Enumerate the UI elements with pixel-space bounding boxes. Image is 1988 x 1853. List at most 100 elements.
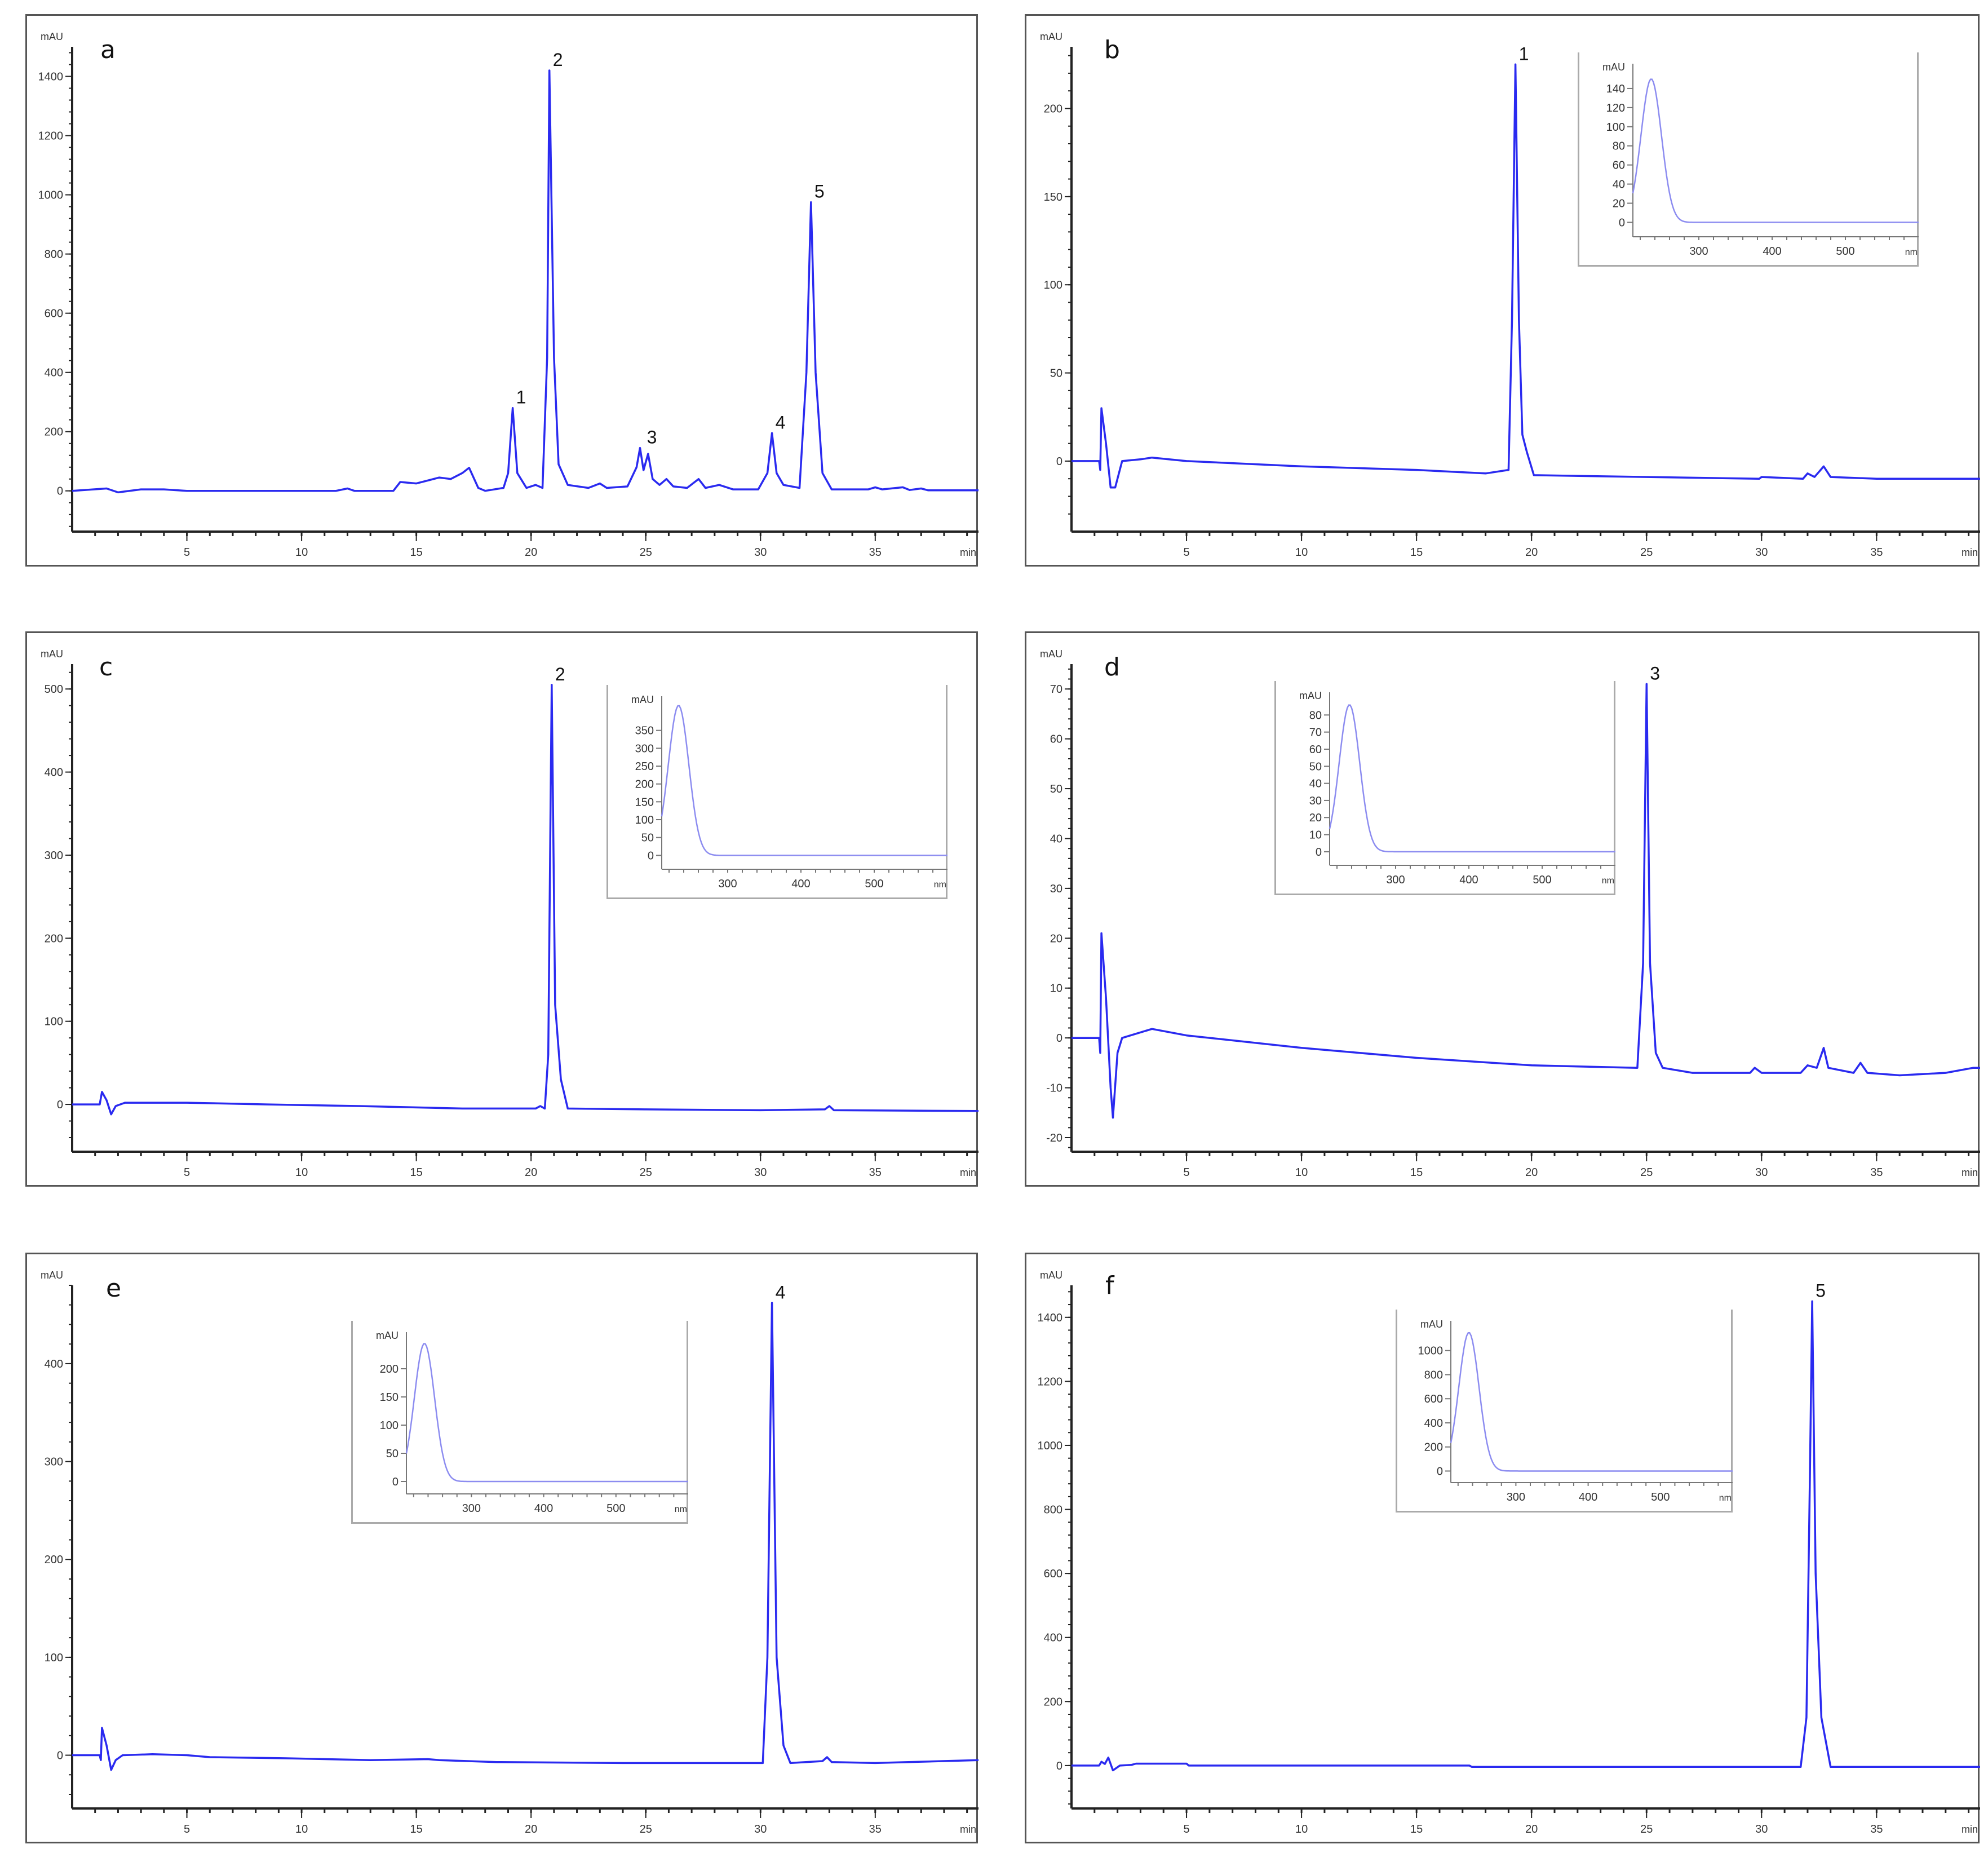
panel-letter: c <box>99 653 113 682</box>
x-tick-label: 35 <box>869 1823 882 1836</box>
inset-y-tick-label: 20 <box>1613 198 1625 210</box>
x-tick-label: 20 <box>525 546 537 559</box>
inset-x-tick-label: 500 <box>865 878 883 890</box>
x-tick-label: 10 <box>295 546 308 559</box>
chromatogram-plot: 0 200 400 600 800 1000 1200 1400 mAU 5 10 15 20 25 30 3… <box>1038 1270 1980 1836</box>
inset-y-tick-label: 60 <box>1613 160 1625 172</box>
uv-spectrum-trace <box>1450 1332 1733 1472</box>
inset-y-tick-label: 0 <box>1619 216 1625 229</box>
inset-x-tick-label: 400 <box>1459 874 1478 886</box>
y-tick-label: 0 <box>1056 1760 1062 1772</box>
inset-x-tick-label: 400 <box>791 878 810 890</box>
inset-y-tick-label: 70 <box>1309 727 1322 739</box>
x-tick-label: 10 <box>295 1823 308 1836</box>
y-tick-label: 100 <box>1044 279 1062 291</box>
inset-y-tick-label: 50 <box>386 1448 399 1460</box>
x-unit-label: min <box>960 547 976 558</box>
peak-label: 1 <box>1519 43 1529 64</box>
y-unit-label: mAU <box>41 648 63 660</box>
y-tick-label: 300 <box>45 1456 63 1469</box>
uv-spectrum-trace <box>405 1343 688 1483</box>
uv-spectrum-inset: 0 50 100 150 200 250 300 350 mAU 300 400 500 nm <box>606 685 947 899</box>
inset-x-unit: nm <box>675 1505 687 1514</box>
peak-label: 4 <box>776 1282 786 1302</box>
x-tick-label: 35 <box>869 1166 882 1179</box>
inset-x-unit: nm <box>1602 876 1614 886</box>
y-tick-label: 200 <box>1044 1696 1062 1708</box>
inset-y-tick-label: 1000 <box>1418 1345 1444 1357</box>
y-tick-label: 1400 <box>1038 1312 1063 1324</box>
inset-y-tick-label: 200 <box>1424 1441 1443 1454</box>
peak-label: 1 <box>516 387 526 408</box>
x-tick-label: 35 <box>1870 1823 1883 1836</box>
uv-spectrum-trace <box>1329 704 1615 853</box>
x-tick-label: 5 <box>184 1823 190 1836</box>
inset-y-tick-label: 150 <box>635 796 654 808</box>
inset-y-unit: mAU <box>376 1330 399 1341</box>
x-tick-label: 20 <box>1525 546 1538 559</box>
uv-spectrum-plot: 0 200 400 600 800 1000 mAU 300 400 500 nm <box>1418 1319 1733 1503</box>
inset-y-tick-label: 100 <box>635 814 654 826</box>
x-tick-label: 25 <box>1640 1823 1653 1836</box>
y-tick-label: 400 <box>1044 1632 1062 1644</box>
panel-letter: a <box>100 36 116 64</box>
x-unit-label: min <box>960 1824 976 1835</box>
x-tick-label: 5 <box>1183 1166 1189 1179</box>
y-tick-label: 30 <box>1050 883 1062 895</box>
x-tick-label: 25 <box>1640 1166 1653 1179</box>
inset-y-tick-label: 50 <box>641 832 654 844</box>
inset-y-tick-label: 30 <box>1309 795 1322 807</box>
x-tick-label: 15 <box>410 546 423 559</box>
inset-x-tick-label: 400 <box>1579 1491 1597 1503</box>
x-tick-label: 10 <box>295 1166 308 1179</box>
inset-y-tick-label: 60 <box>1309 744 1322 756</box>
x-tick-label: 15 <box>1410 546 1423 559</box>
inset-x-unit: nm <box>1905 247 1918 257</box>
panel-c: c 0 100 200 300 400 500 mAU 5 10 15 20 25 30 35 min 2 0… <box>25 631 979 1187</box>
x-unit-label: min <box>1962 1824 1978 1835</box>
y-tick-label: 150 <box>1044 191 1062 204</box>
x-unit-label: min <box>1962 1167 1978 1178</box>
chromatogram-trace <box>72 684 979 1116</box>
inset-y-tick-label: 100 <box>1606 121 1625 134</box>
uv-spectrum-plot: 0 10 20 30 40 50 60 70 80 mAU 300 400 500 nm <box>1299 690 1615 886</box>
inset-x-tick-label: 300 <box>718 878 737 890</box>
inset-y-tick-label: 100 <box>380 1419 399 1432</box>
inset-y-tick-label: 0 <box>1437 1465 1443 1478</box>
panel-a: a 0 200 400 600 800 1000 1200 1400 mAU 5 10 15 20 25 3… <box>25 14 978 567</box>
y-tick-label: 40 <box>1050 833 1062 845</box>
x-tick-label: 5 <box>1183 1823 1189 1836</box>
inset-y-unit: mAU <box>631 694 654 705</box>
y-tick-label: 200 <box>1044 103 1062 115</box>
y-tick-label: 50 <box>1050 783 1062 795</box>
inset-y-tick-label: 80 <box>1613 140 1625 153</box>
y-tick-label: 800 <box>45 249 63 261</box>
panel-f: f 0 200 400 600 800 1000 1200 1400 mAU 5 10 15 20 25 3… <box>1025 1253 1980 1843</box>
panel-e: e 0 100 200 300 400 mAU 5 10 15 20 25 30 35 min 4 0 50 1… <box>25 1253 979 1843</box>
panel-letter: f <box>1105 1271 1114 1300</box>
x-tick-label: 20 <box>525 1823 537 1836</box>
y-tick-label: 100 <box>45 1652 63 1664</box>
y-tick-label: -20 <box>1046 1132 1062 1144</box>
x-tick-label: 15 <box>1410 1823 1423 1836</box>
x-tick-label: 30 <box>754 1166 767 1179</box>
inset-x-tick-label: 300 <box>1507 1491 1525 1503</box>
y-tick-label: 70 <box>1050 683 1062 696</box>
y-tick-label: 100 <box>45 1016 63 1028</box>
inset-y-tick-label: 200 <box>635 779 654 791</box>
uv-spectrum-inset: 0 20 40 60 80 100 120 140 mAU 300 400 500 nm <box>1578 52 1919 267</box>
inset-y-unit: mAU <box>1420 1319 1443 1330</box>
y-unit-label: mAU <box>1040 648 1062 660</box>
y-tick-label: 0 <box>57 1099 63 1111</box>
chromatogram-trace <box>1072 63 1980 489</box>
inset-y-tick-label: 200 <box>380 1363 399 1376</box>
inset-y-tick-label: 250 <box>635 760 654 773</box>
uv-spectrum-inset: 0 200 400 600 800 1000 mAU 300 400 500 nm <box>1396 1310 1733 1513</box>
chromatogram-trace <box>1072 683 1980 1119</box>
x-tick-label: 35 <box>1870 546 1883 559</box>
y-tick-label: 200 <box>45 1554 63 1566</box>
chromatogram-trace <box>72 69 978 494</box>
uv-spectrum-trace <box>661 705 947 856</box>
